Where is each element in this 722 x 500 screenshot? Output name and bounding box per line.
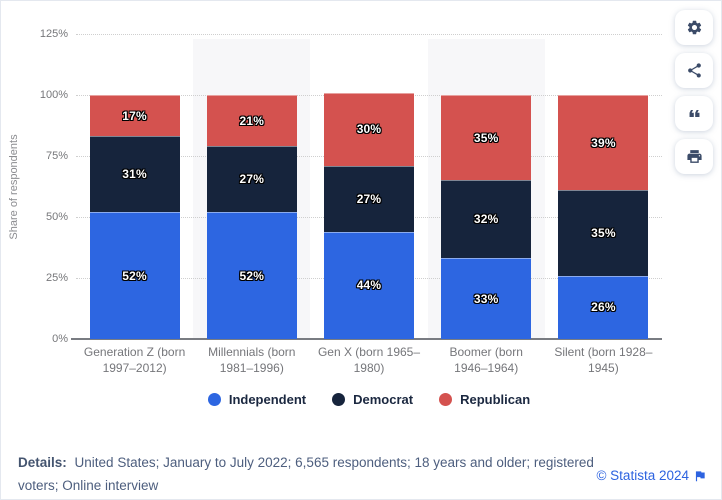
cite-button[interactable]	[675, 96, 713, 131]
bar-value-label: 21%	[239, 113, 265, 128]
bar-segment-independent[interactable]: 52%	[206, 212, 297, 339]
bar-value-label: 44%	[356, 278, 382, 293]
x-axis-line	[71, 338, 662, 340]
copyright-text: © Statista 2024	[596, 468, 689, 483]
legend-dot	[207, 393, 221, 406]
bar-segment-democrat[interactable]: 27%	[324, 165, 414, 232]
print-icon	[686, 150, 702, 163]
y-tick-label: 0%	[52, 333, 68, 345]
y-tick-label: 50%	[45, 211, 68, 223]
quote-icon	[689, 109, 699, 118]
legend-item-democrat: Democrat	[332, 392, 413, 407]
legend-item-republican: Republican	[439, 392, 530, 407]
y-tick-label: 125%	[39, 28, 68, 40]
settings-icon	[687, 20, 701, 35]
legend-label: Independent	[228, 392, 307, 407]
y-axis-title: Share of respondents	[8, 134, 20, 240]
details-value: United States; January to July 2022; 6,5…	[18, 455, 594, 493]
bar-value-label: 27%	[239, 172, 265, 187]
x-tick-label: Generation Z (born 1997–2012)	[83, 345, 186, 375]
x-tick-label: Millennials (born 1981–1996)	[208, 345, 296, 375]
bar-segment-democrat[interactable]: 35%	[558, 190, 649, 276]
gridline	[76, 34, 662, 35]
bar-value-label: 33%	[473, 291, 499, 306]
bar-value-label: 39%	[591, 135, 616, 150]
plot-area: 0% 25% 50% 75% 100% 125% 17% 31% 52% 21% 27% 52% 30%…	[40, 28, 662, 345]
bar-4: 35% 32% 33%	[441, 95, 532, 339]
bar-value-label: 52%	[239, 268, 265, 283]
statista-copyright-link[interactable]: © Statista 2024	[596, 468, 707, 483]
print-button[interactable]	[675, 139, 713, 174]
bar-value-label: 17%	[122, 108, 147, 123]
bar-segment-democrat[interactable]: 31%	[89, 136, 180, 213]
legend-dot	[332, 393, 346, 406]
y-tick-label: 25%	[45, 272, 68, 284]
details-text: Details: United States; January to July …	[18, 452, 628, 498]
legend-label: Democrat	[353, 392, 414, 407]
legend-item-independent: Independent	[207, 392, 307, 407]
share-button[interactable]	[675, 53, 713, 88]
bar-segment-democrat[interactable]: 32%	[441, 180, 532, 259]
legend: Independent Democrat Republican	[76, 392, 662, 407]
x-tick-label: Boomer (born 1946–1964)	[449, 345, 523, 375]
flag-icon	[695, 470, 705, 481]
bar-segment-republican[interactable]: 35%	[441, 95, 532, 181]
bar-value-label: 52%	[122, 268, 147, 283]
y-tick-label: 75%	[45, 150, 68, 162]
chart-toolbar	[675, 10, 713, 174]
bar-value-label: 31%	[122, 167, 147, 182]
details-label: Details:	[18, 455, 67, 470]
bar-segment-democrat[interactable]: 27%	[206, 146, 297, 213]
bar-value-label: 32%	[473, 212, 499, 227]
bar-value-label: 26%	[591, 300, 616, 315]
bar-segment-republican[interactable]: 39%	[558, 95, 649, 191]
legend-dot	[439, 393, 453, 406]
bar-segment-independent[interactable]: 52%	[89, 212, 180, 339]
bar-segment-republican[interactable]: 21%	[206, 95, 297, 147]
bar-segment-independent[interactable]: 33%	[441, 258, 532, 339]
bar-3: 30% 27% 44%	[324, 92, 414, 339]
bar-5: 39% 35% 26%	[558, 95, 649, 339]
x-axis-labels: Generation Z (born 1997–2012) Millennials…	[76, 345, 662, 379]
bar-value-label: 35%	[473, 130, 499, 145]
bar-segment-republican[interactable]: 17%	[89, 95, 180, 137]
settings-button[interactable]	[675, 10, 713, 45]
bar-value-label: 30%	[356, 122, 382, 137]
legend-label: Republican	[460, 392, 531, 407]
x-tick-label: Silent (born 1928–1945)	[554, 345, 653, 375]
bar-segment-republican[interactable]: 30%	[324, 92, 414, 166]
bar-1: 17% 31% 52%	[89, 95, 180, 339]
y-tick-label: 100%	[39, 89, 68, 101]
bar-segment-independent[interactable]: 44%	[324, 231, 414, 339]
bar-2: 21% 27% 52%	[206, 95, 297, 339]
bar-segment-independent[interactable]: 26%	[558, 275, 649, 339]
bar-value-label: 35%	[591, 225, 616, 240]
bar-value-label: 27%	[356, 191, 382, 206]
x-tick-label: Gen X (born 1965–1980)	[317, 345, 421, 375]
share-icon	[687, 63, 701, 78]
